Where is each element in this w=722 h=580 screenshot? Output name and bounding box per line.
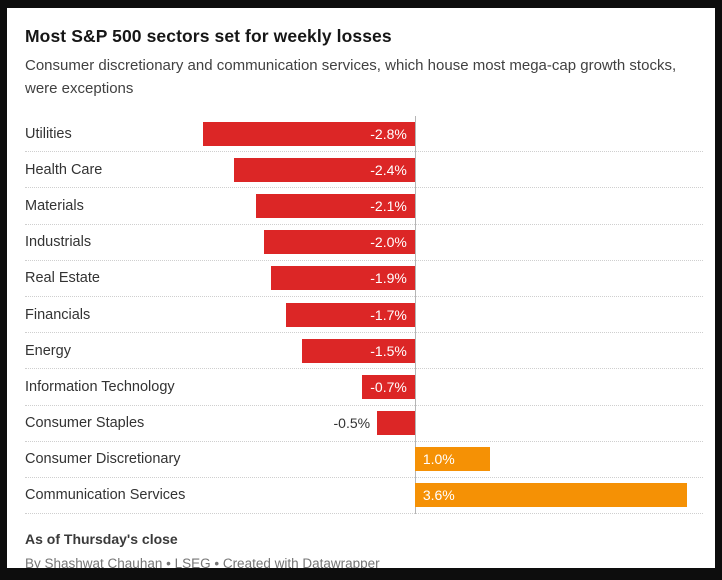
- bar: -0.7%: [361, 374, 415, 399]
- chart-row: Consumer Staples -0.5%: [25, 406, 703, 442]
- category-label: Consumer Staples: [25, 415, 145, 432]
- category-label: Real Estate: [25, 270, 100, 287]
- chart-row: Materials -2.1%: [25, 188, 703, 225]
- value-label: -2.1%: [370, 197, 407, 214]
- zero-axis-line: [414, 116, 416, 515]
- chart-row: Consumer Discretionary 1.0%: [25, 442, 703, 478]
- chart-row: Communication Services 3.6%: [25, 478, 703, 515]
- chart-row: Industrials -2.0%: [25, 225, 703, 261]
- category-label: Information Technology: [25, 378, 175, 395]
- category-label: Communication Services: [25, 487, 186, 504]
- bar: 3.6%: [414, 483, 687, 508]
- bar: -1.9%: [271, 266, 415, 291]
- bar: -1.5%: [301, 338, 415, 363]
- value-label: 3.6%: [422, 487, 455, 504]
- bar: -2.1%: [256, 193, 415, 218]
- bar: 1.0%: [414, 447, 491, 472]
- value-label: -0.7%: [370, 378, 407, 395]
- chart-row: Utilities -2.8%: [25, 116, 703, 153]
- byline: By Shashwat Chauhan • LSEG • Created wit…: [25, 556, 380, 568]
- chart-subtitle: Consumer discretionary and communication…: [25, 57, 677, 97]
- value-label: -0.5%: [333, 415, 371, 432]
- category-label: Financials: [25, 306, 91, 323]
- category-label: Materials: [25, 197, 84, 214]
- chart-row: Information Technology -0.7%: [25, 369, 703, 406]
- chart-row: Real Estate -1.9%: [25, 261, 703, 297]
- category-label: Consumer Discretionary: [25, 451, 181, 468]
- bar: -0.5%: [334, 411, 415, 436]
- category-label: Utilities: [25, 125, 72, 142]
- value-label: -2.0%: [370, 234, 407, 251]
- category-label: Industrials: [25, 234, 92, 251]
- bar: -2.8%: [203, 121, 415, 146]
- bar: -2.0%: [263, 230, 415, 255]
- chart-title: Most S&P 500 sectors set for weekly loss…: [25, 26, 392, 46]
- value-label: -1.9%: [370, 270, 407, 287]
- bar: -2.4%: [233, 157, 415, 182]
- footnote: As of Thursday's close: [25, 531, 178, 548]
- value-label: -2.4%: [370, 161, 407, 178]
- category-label: Energy: [25, 342, 71, 359]
- chart-rows: Utilities -2.8% Health Care -2.4% Materi…: [25, 116, 703, 515]
- value-label: 1.0%: [422, 451, 455, 468]
- bar: -1.7%: [286, 302, 415, 327]
- value-label: -1.5%: [370, 342, 407, 359]
- bar-chart: Utilities -2.8% Health Care -2.4% Materi…: [25, 116, 703, 515]
- chart-row: Health Care -2.4%: [25, 152, 703, 189]
- chart-row: Energy -1.5%: [25, 333, 703, 370]
- chart-card: Most S&P 500 sectors set for weekly loss…: [7, 8, 715, 568]
- chart-row: Financials -1.7%: [25, 297, 703, 334]
- value-label: -2.8%: [370, 125, 407, 142]
- category-label: Health Care: [25, 161, 103, 178]
- value-label: -1.7%: [370, 306, 407, 323]
